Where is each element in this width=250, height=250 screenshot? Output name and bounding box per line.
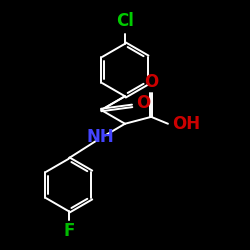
- Text: F: F: [63, 222, 74, 240]
- Text: O: O: [136, 94, 150, 112]
- Text: Cl: Cl: [116, 12, 134, 30]
- Text: O: O: [144, 73, 158, 91]
- Text: NH: NH: [86, 128, 114, 146]
- Text: OH: OH: [172, 115, 200, 133]
